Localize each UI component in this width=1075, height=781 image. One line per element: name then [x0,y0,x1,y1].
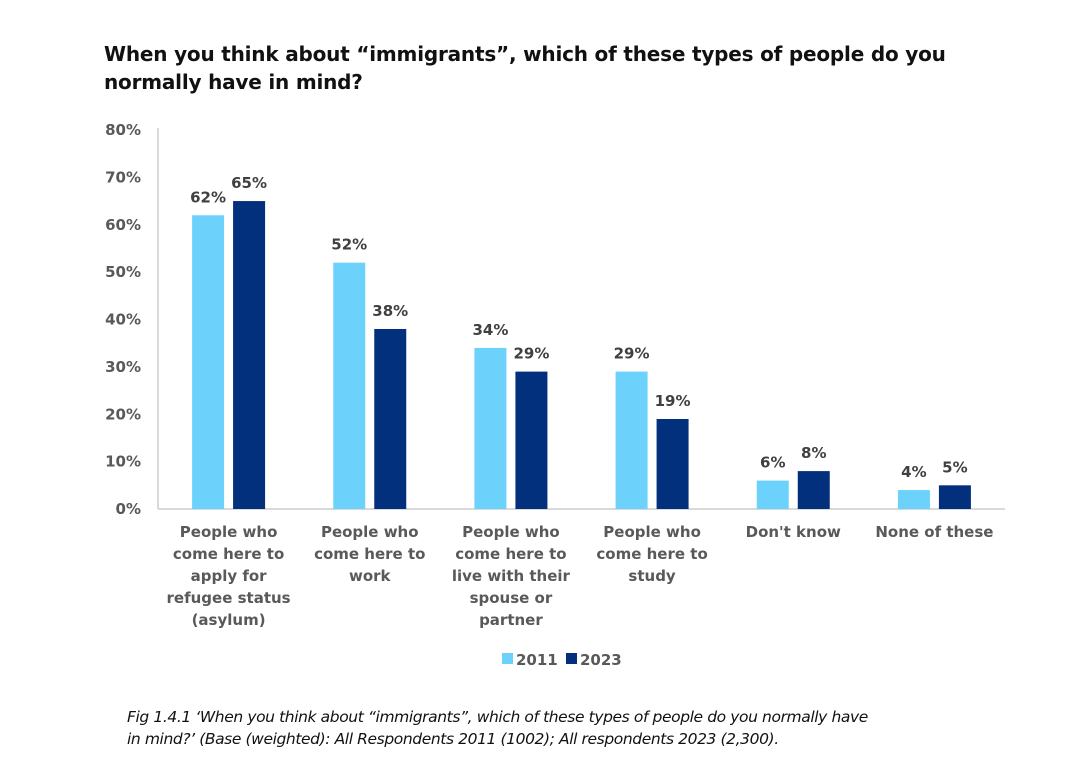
y-tick-label: 40% [105,311,141,329]
data-label-2023: 19% [655,392,691,410]
data-label-2011: 34% [472,321,508,339]
data-label-2011: 62% [190,188,226,206]
data-label-2011: 29% [614,345,650,363]
y-tick-label: 10% [105,453,141,471]
category-label-line: come here to [314,545,425,563]
category-label-line: Don't know [746,523,841,541]
category-label-line: come here to [455,545,566,563]
chart-title: When you think about “immigrants”, which… [104,42,946,94]
category-label-line: People who [603,523,701,541]
bar-2023 [515,371,548,509]
category-label: People who come here to live with their spo… [452,523,571,629]
category-label-line: partner [479,611,543,629]
bar-2011 [897,490,930,509]
data-label-2023: 8% [801,444,826,462]
bar-2011 [474,347,507,509]
category-label-line: come here to [596,545,707,563]
data-label-2011: 52% [331,236,367,254]
category-label-line: None of these [875,523,993,541]
category-labels: People who come here to apply for refugee s… [167,523,994,629]
data-label-2023: 29% [513,345,549,363]
category-label: Don't know [746,523,841,541]
y-tick-label: 60% [105,216,141,234]
y-axis-ticks: 0% 10% 20% 30% 40% 50% 60% 70% 80% [105,121,141,518]
bar-2023 [797,471,830,509]
figure-caption: Fig 1.4.1 ‘When you think about “immigra… [127,706,1037,750]
data-label-2011: 4% [901,463,926,481]
bar-2011 [192,215,225,509]
category-label: None of these [875,523,993,541]
bar-2023 [938,485,971,509]
y-tick-label: 0% [116,500,141,518]
y-tick-label: 70% [105,168,141,186]
bar-2011 [756,480,789,509]
bars [192,201,971,509]
data-label-2023: 38% [372,302,408,320]
category-label-line: spouse or [470,589,553,607]
data-label-2011: 6% [760,454,785,472]
y-tick-label: 20% [105,405,141,423]
legend-label-2023: 2023 [580,651,622,669]
y-tick-label: 30% [105,358,141,376]
bar-2023 [374,328,407,509]
y-tick-label: 80% [105,121,141,139]
data-label-2023: 65% [231,174,267,192]
caption-line-1: Fig 1.4.1 ‘When you think about “immigra… [127,708,868,726]
category-label-line: work [349,567,392,585]
category-label-line: People who [462,523,560,541]
category-label-line: come here to [173,545,284,563]
data-labels: 62% 65% 52% 38% 34% 29% 29% 19% 6% 8% 4% 5% [190,174,968,481]
category-label-line: refugee status [167,589,291,607]
y-tick-label: 50% [105,263,141,281]
category-label-line: (asylum) [192,611,266,629]
category-label-line: apply for [191,567,268,585]
bar-2011 [333,262,366,509]
category-label-line: study [628,567,676,585]
legend: 2011 2023 [502,651,622,669]
bar-2023 [656,418,689,509]
legend-swatch-2023 [566,653,577,664]
data-label-2023: 5% [942,458,967,476]
category-label: People who come here to study [596,523,707,585]
caption-line-2: in mind?’ (Base (weighted): All Responde… [127,730,779,748]
category-label: People who come here to work [314,523,425,585]
category-label-line: live with their [452,567,571,585]
category-label-line: People who [180,523,278,541]
legend-swatch-2011 [502,653,513,664]
category-label-line: People who [321,523,419,541]
bar-2011 [615,371,648,509]
bar-2023 [233,201,266,509]
axes [157,128,1005,510]
category-label: People who come here to apply for refugee s… [167,523,291,629]
legend-label-2011: 2011 [516,651,558,669]
